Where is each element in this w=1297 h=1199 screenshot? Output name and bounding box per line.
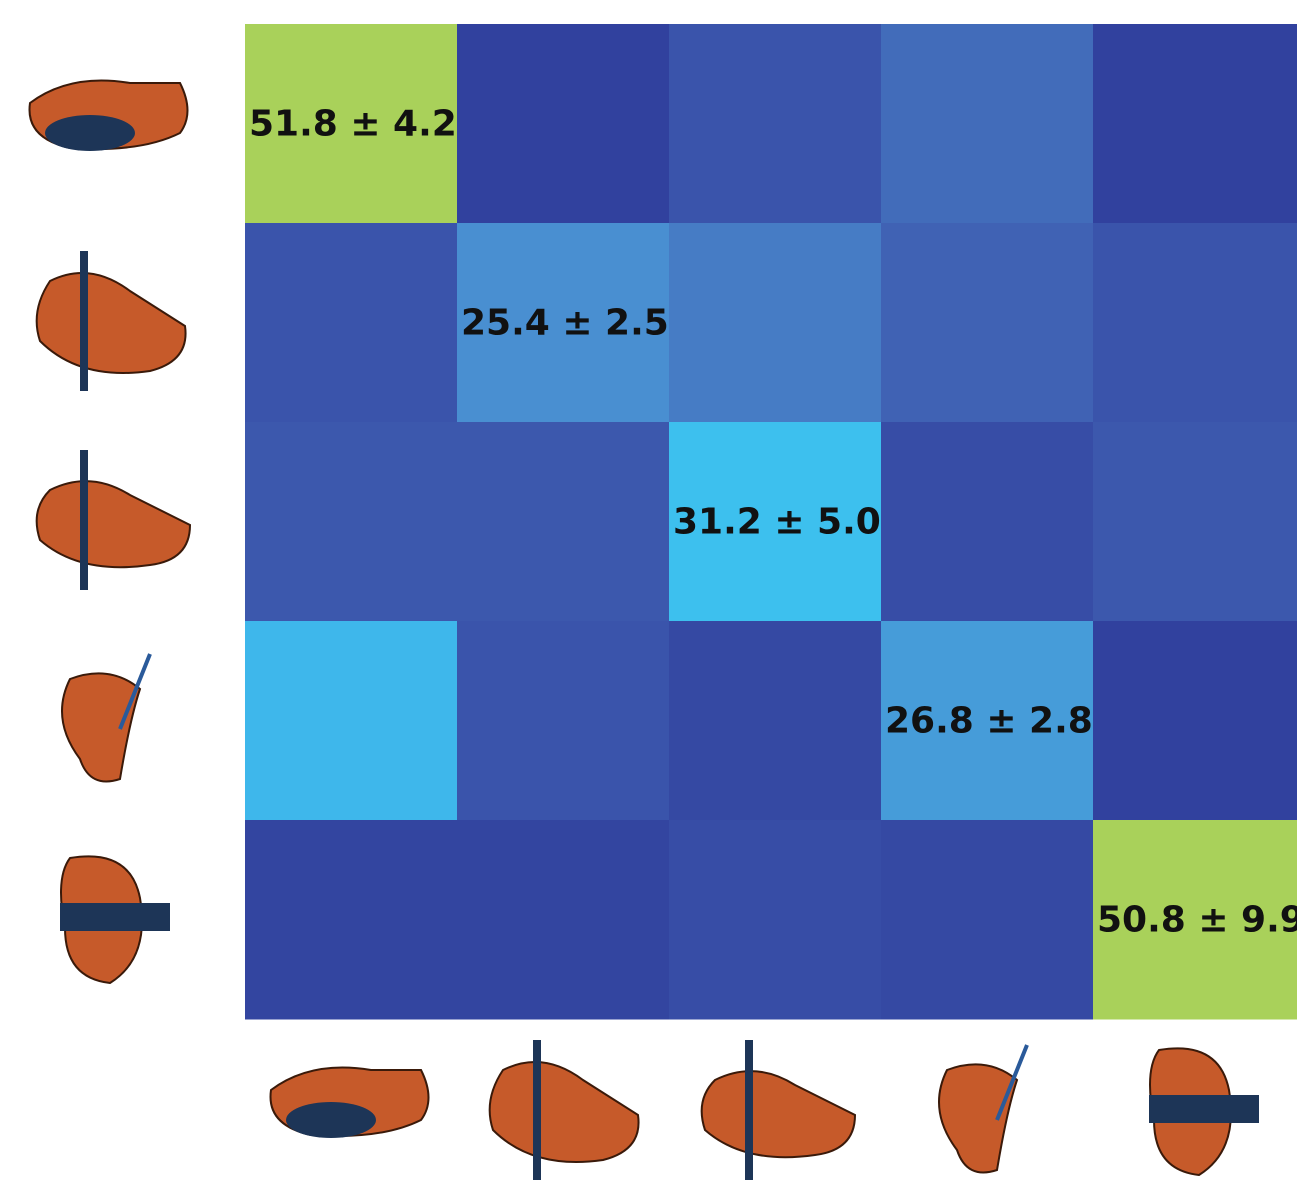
heatmap-cell <box>1093 621 1297 821</box>
heatmap-cell <box>457 223 670 423</box>
heatmap-cell <box>881 24 1094 224</box>
heatmap-cell <box>1093 24 1297 224</box>
heatmap-cell <box>245 223 458 423</box>
heatmap-cell <box>1093 223 1297 423</box>
heatmap-cell <box>1093 820 1297 1020</box>
heatmap-cell <box>245 24 458 224</box>
row-icons <box>28 79 192 984</box>
heatmap-cell <box>245 820 458 1020</box>
heatmap-cell <box>669 621 882 821</box>
heatmap-cell <box>1093 422 1297 622</box>
heatmap-cell <box>457 422 670 622</box>
heatmap-cell <box>669 422 882 622</box>
cell-label: 25.4 ± 2.5 <box>461 303 669 344</box>
heatmap-cell <box>457 820 670 1020</box>
column-icons <box>269 1040 1260 1180</box>
heatmap-cell <box>669 223 882 423</box>
cell-label: 51.8 ± 4.2 <box>249 104 457 145</box>
heatmap-cell <box>245 621 458 821</box>
heatmap-cell <box>669 820 882 1020</box>
heatmap-cell <box>669 24 882 224</box>
heatmap-cell <box>881 820 1094 1020</box>
heatmap-cell <box>245 422 458 622</box>
heatmap-cell <box>457 24 670 224</box>
heatmap-cell <box>457 621 670 821</box>
cell-label: 50.8 ± 9.9 <box>1097 900 1297 941</box>
heatmap-cell <box>881 621 1094 821</box>
cell-label: 26.8 ± 2.8 <box>885 701 1093 742</box>
heatmap-cell <box>881 223 1094 423</box>
heatmap-cell <box>881 422 1094 622</box>
cell-label: 31.2 ± 5.0 <box>673 502 881 543</box>
